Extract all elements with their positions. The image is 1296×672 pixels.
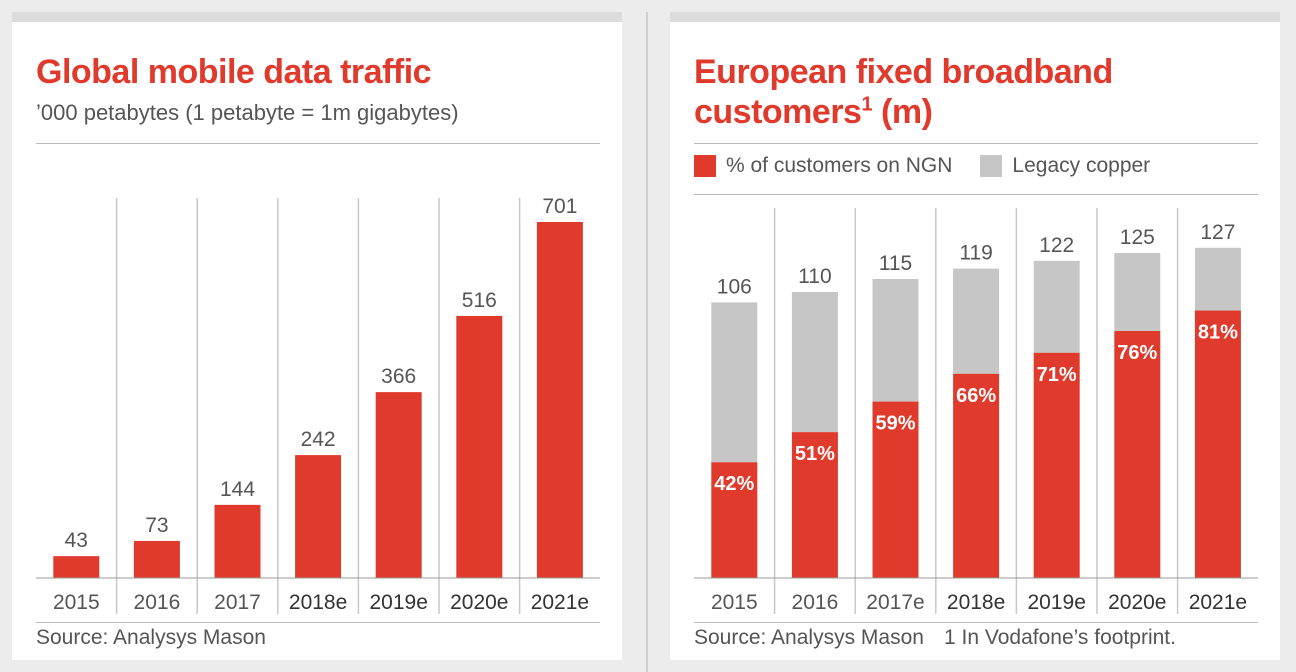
total-label-2015: 106	[717, 275, 752, 298]
bar-copper-2016	[791, 292, 838, 433]
legend-item-ngn: % of customers on NGN	[694, 154, 952, 178]
ngn-label-2016: 51%	[795, 443, 835, 465]
bar-ngn-2021e	[1194, 310, 1241, 578]
data-label-2015: 43	[65, 529, 88, 552]
total-label-2021e: 127	[1200, 221, 1235, 244]
legend-label-ngn: % of customers on NGN	[726, 154, 953, 177]
total-label-2020e: 125	[1120, 226, 1155, 249]
chart-title-broadband: European fixed broadband customers1 (m)	[694, 52, 1113, 132]
source-rule	[694, 622, 1258, 623]
ngn-label-2020e: 76%	[1117, 342, 1157, 364]
total-label-2016: 110	[798, 265, 831, 288]
x-tick-2019e: 2019e	[1027, 591, 1085, 614]
bar-ngn-2018e	[953, 373, 1000, 578]
broadband-chart: 106 42% 2015 110 51% 2016 115 59% 2017e 119 66% 201…	[694, 208, 1258, 614]
x-tick-2019e: 2019e	[369, 591, 427, 614]
data-label-2021e: 701	[542, 195, 577, 218]
x-tick-2018e: 2018e	[289, 591, 347, 614]
chart-title-unit: (m)	[872, 93, 933, 131]
legend-swatch-ngn	[694, 155, 716, 177]
x-tick-2016: 2016	[792, 591, 839, 614]
bar-copper-2018e	[953, 268, 1000, 374]
bar-2021e	[536, 222, 583, 578]
x-tick-2020e: 2020e	[1108, 591, 1166, 614]
bar-2018e	[295, 455, 342, 578]
mobile-traffic-chart: 43 2015 73 2016 144 2017 242 2018e 366 2019e 516 20…	[36, 195, 600, 614]
bar-2017	[214, 504, 261, 578]
bar-ngn-2017e	[872, 401, 919, 578]
bar-2016	[133, 540, 180, 578]
chart-title-line1: European fixed broadband	[694, 53, 1113, 91]
ngn-label-2019e: 71%	[1037, 364, 1077, 386]
legend-swatch-copper	[980, 155, 1003, 177]
bar-copper-2019e	[1033, 260, 1080, 353]
title-footnote-marker: 1	[861, 93, 873, 116]
data-label-2016: 73	[145, 514, 168, 537]
x-tick-2018e: 2018e	[947, 591, 1005, 614]
data-label-2019e: 366	[381, 365, 416, 388]
source-note-left: Source: Analysys Mason	[36, 626, 266, 649]
ngn-label-2018e: 66%	[956, 385, 996, 407]
legend: % of customers on NGN Legacy copper	[694, 154, 1178, 178]
broadband-panel: European fixed broadband customers1 (m) …	[670, 12, 1280, 660]
x-tick-2015: 2015	[711, 591, 758, 614]
total-label-2019e: 122	[1039, 234, 1074, 257]
legend-label-copper: Legacy copper	[1012, 154, 1151, 177]
data-label-2020e: 516	[462, 289, 497, 312]
ngn-label-2017e: 59%	[875, 413, 915, 435]
footnote: 1 In Vodafone’s footprint.	[944, 626, 1176, 649]
bar-2019e	[375, 392, 422, 578]
data-label-2018e: 242	[301, 428, 336, 451]
bar-ngn-2015	[711, 462, 758, 578]
bar-copper-2021e	[1194, 247, 1241, 311]
bar-copper-2017e	[872, 279, 919, 402]
ngn-label-2021e: 81%	[1198, 322, 1238, 344]
bar-ngn-2020e	[1114, 331, 1161, 578]
x-tick-2021e: 2021e	[1189, 591, 1247, 614]
total-label-2017e: 115	[879, 252, 912, 275]
bar-ngn-2019e	[1033, 352, 1080, 578]
bar-copper-2020e	[1114, 253, 1161, 331]
x-tick-2017e: 2017e	[866, 591, 924, 614]
title-rule	[694, 143, 1258, 144]
bar-ngn-2016	[791, 432, 838, 578]
x-tick-2016: 2016	[134, 591, 181, 614]
legend-item-copper: Legacy copper	[980, 154, 1150, 178]
x-tick-2020e: 2020e	[450, 591, 508, 614]
x-tick-2015: 2015	[53, 591, 100, 614]
chart-title-line2-text: customers	[694, 93, 862, 131]
chart-title-line2: customers1 (m)	[694, 92, 1113, 132]
chart-subtitle-mobile-traffic: ’000 petabytes (1 petabyte = 1m gigabyte…	[36, 100, 459, 125]
mobile-traffic-panel: Global mobile data traffic ’000 petabyte…	[12, 12, 622, 660]
total-label-2018e: 119	[959, 242, 992, 265]
chart-title-mobile-traffic: Global mobile data traffic	[36, 53, 432, 91]
source-rule	[36, 622, 600, 623]
bar-2020e	[456, 315, 503, 578]
x-tick-2021e: 2021e	[531, 591, 589, 614]
panel-divider	[646, 12, 648, 672]
x-tick-2017: 2017	[214, 591, 261, 614]
source-note-right: Source: Analysys Mason	[694, 626, 924, 649]
bar-copper-2015	[711, 302, 758, 463]
bar-2015	[53, 556, 100, 578]
title-rule	[36, 143, 600, 144]
data-label-2017: 144	[220, 478, 255, 501]
ngn-label-2015: 42%	[714, 473, 754, 495]
legend-rule	[694, 194, 1258, 195]
